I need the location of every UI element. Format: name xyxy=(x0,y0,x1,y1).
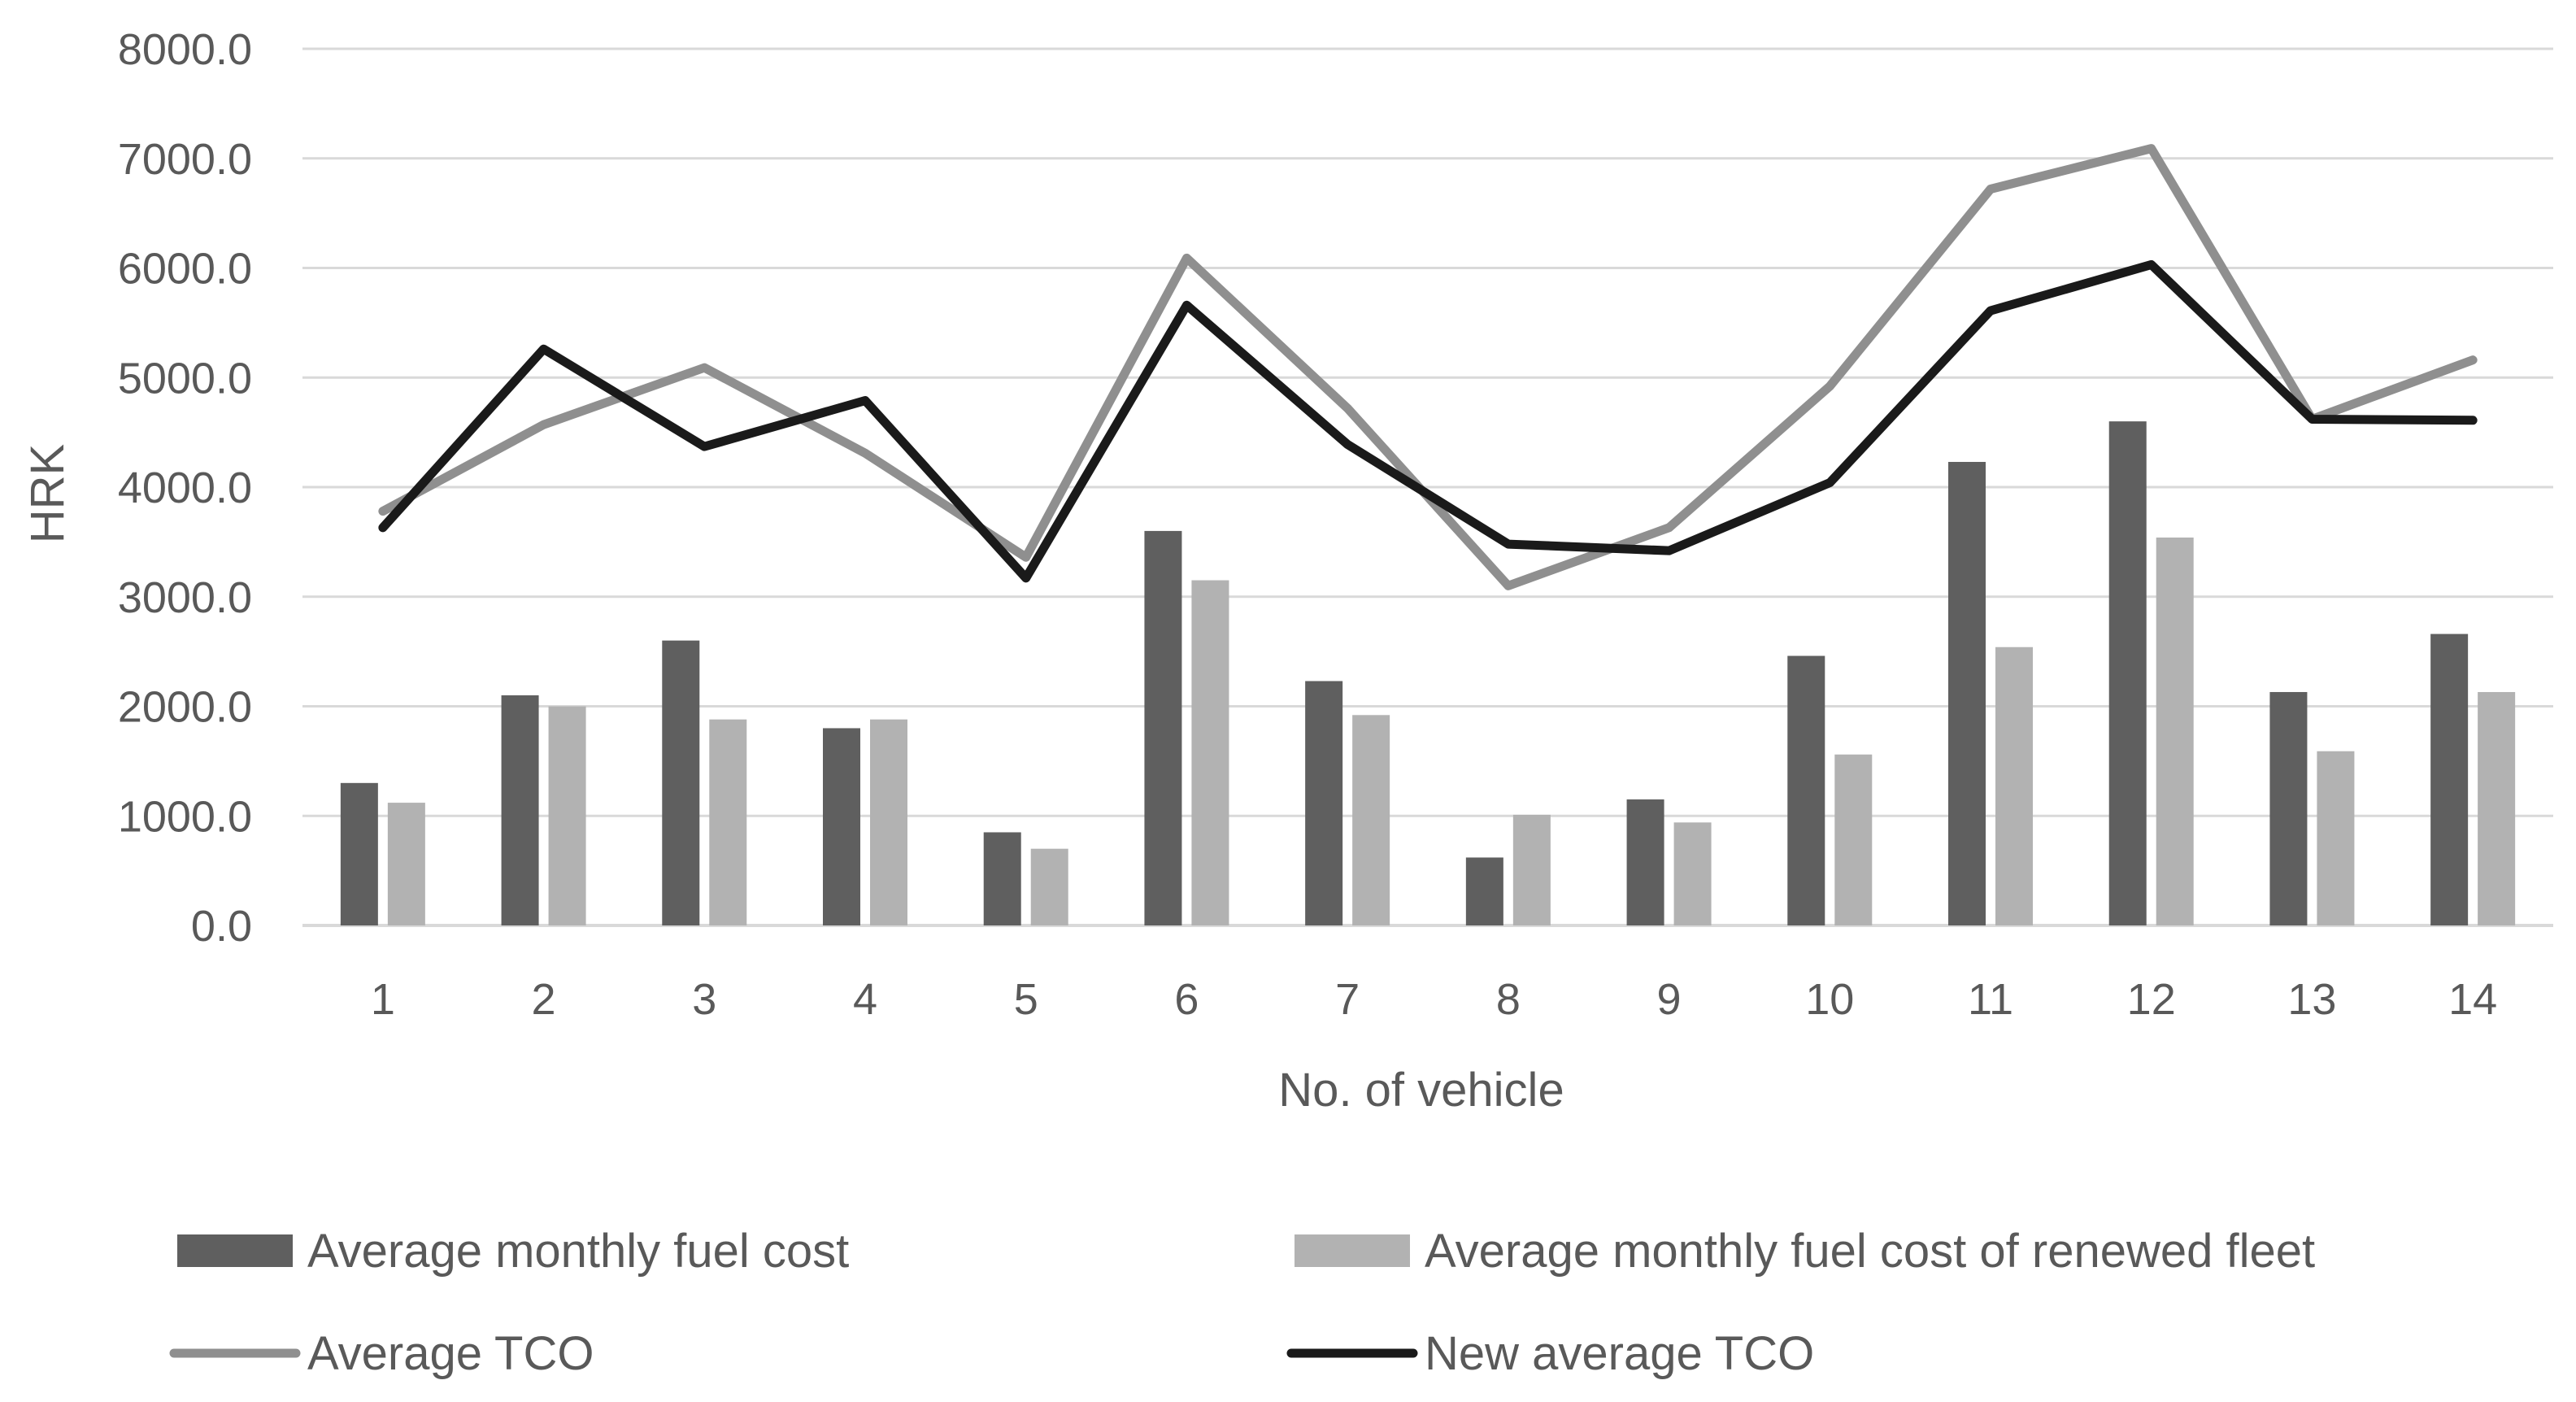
legend: Average monthly fuel cost Average monthly… xyxy=(169,1225,2315,1380)
bar xyxy=(1144,530,1182,925)
x-tick-label: 7 xyxy=(1335,975,1360,1024)
x-tick-label: 11 xyxy=(1968,975,2013,1024)
x-tick-label: 14 xyxy=(2448,975,2497,1024)
x-tick-label: 1 xyxy=(371,975,395,1024)
bar xyxy=(1191,580,1229,925)
bar xyxy=(2430,634,2469,925)
bar xyxy=(2317,751,2355,925)
bar xyxy=(709,719,747,925)
legend-item: Average monthly fuel cost xyxy=(177,1225,849,1278)
bar xyxy=(548,706,586,925)
bar xyxy=(823,728,860,925)
legend-label: Average TCO xyxy=(307,1327,594,1380)
x-tick-label: 13 xyxy=(2287,975,2336,1024)
bar xyxy=(1948,462,1986,925)
gridlines xyxy=(302,47,2553,927)
y-tick-label: 6000.0 xyxy=(118,245,252,294)
x-tick-label: 4 xyxy=(853,975,877,1024)
bar xyxy=(1030,848,1068,925)
x-tick-label: 6 xyxy=(1174,975,1199,1024)
bar xyxy=(870,719,907,925)
bar xyxy=(1995,647,2033,925)
legend-swatch xyxy=(1295,1234,1410,1267)
bar xyxy=(1626,799,1664,925)
y-tick-label: 8000.0 xyxy=(118,25,252,74)
x-tick-label: 8 xyxy=(1496,975,1521,1024)
legend-label: Average monthly fuel cost xyxy=(307,1225,849,1278)
y-tick-label: 2000.0 xyxy=(118,683,252,732)
series-line xyxy=(378,144,2478,590)
bar xyxy=(983,832,1021,925)
y-tick-label: 1000.0 xyxy=(118,792,252,841)
x-tick-label: 9 xyxy=(1657,975,1682,1024)
y-tick-label: 4000.0 xyxy=(118,464,252,512)
y-tick-label: 5000.0 xyxy=(118,354,252,403)
bar xyxy=(1787,655,1825,925)
bar xyxy=(1352,715,1390,925)
legend-swatch xyxy=(177,1234,293,1267)
legend-item: Average TCO xyxy=(169,1327,594,1380)
bar xyxy=(1673,822,1712,925)
y-tick-labels: 0.0 1000.0 2000.0 3000.0 4000.0 5000.0 6000.0 7… xyxy=(118,25,252,951)
x-tick-label: 5 xyxy=(1014,975,1038,1024)
y-tick-label: 7000.0 xyxy=(118,135,252,184)
bar xyxy=(387,803,425,925)
legend-label: Average monthly fuel cost of renewed fle… xyxy=(1425,1225,2315,1278)
bar xyxy=(1834,754,1873,925)
bar xyxy=(662,640,700,925)
x-tick-label: 2 xyxy=(532,975,556,1024)
x-tick-label: 3 xyxy=(692,975,716,1024)
bar xyxy=(340,782,378,925)
bar xyxy=(1512,814,1551,925)
bar xyxy=(2156,537,2194,925)
legend-item: New average TCO xyxy=(1286,1327,1814,1380)
x-tick-label: 12 xyxy=(2127,975,2176,1024)
y-axis-title: HRK xyxy=(21,443,74,543)
y-tick-label: 3000.0 xyxy=(118,573,252,622)
series-line xyxy=(378,259,2478,583)
legend-label: New average TCO xyxy=(1425,1327,1814,1380)
bar xyxy=(1465,857,1503,925)
bars xyxy=(340,421,2516,925)
legend-item: Average monthly fuel cost of renewed fle… xyxy=(1295,1225,2315,1278)
x-tick-labels: 1 2 3 4 5 6 7 8 9 10 11 12 13 14 xyxy=(371,975,2497,1024)
x-axis-title: No. of vehicle xyxy=(1278,1064,1564,1117)
bar xyxy=(2269,691,2308,925)
x-tick-label: 10 xyxy=(1805,975,1854,1024)
bar xyxy=(1305,681,1343,925)
bar xyxy=(501,695,539,925)
bar xyxy=(2108,421,2147,925)
y-tick-label: 0.0 xyxy=(191,902,252,951)
lines xyxy=(378,144,2478,590)
bar xyxy=(2478,691,2516,925)
